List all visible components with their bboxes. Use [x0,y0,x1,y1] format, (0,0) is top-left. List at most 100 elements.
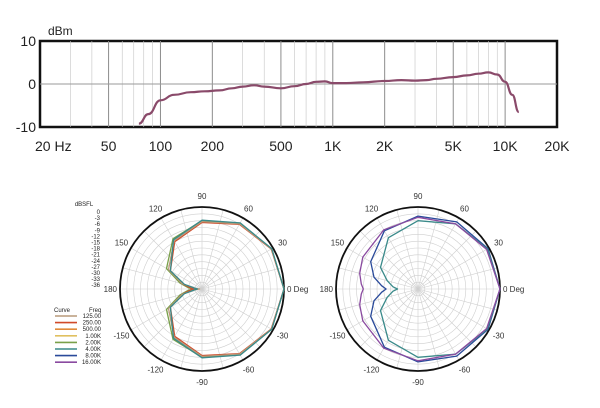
polar-spoke [396,288,419,369]
angle-label: -90 [412,378,424,387]
polar-spoke [160,217,203,290]
x-tick-label: 20 Hz [35,138,72,154]
db-tick-labels: 0-3-6-9-12-15-18-21-24-27-30-33-36 [91,210,100,289]
legend-freq-label: 8.00K [85,354,101,360]
legend-entries: 125.00250.00500.001.00K2.00K4.00K8.00K16… [55,314,102,366]
polar-series-curve [169,219,285,359]
db-tick-label: -3 [95,216,101,222]
polar-spoke [417,288,498,311]
x-tick-label: 50 [101,138,117,154]
polar-spoke [338,288,419,311]
db-scale: dBSFL 0-3-6-9-12-15-18-21-24-27-30-33-36 [75,202,101,289]
polar-spoke [201,247,274,290]
db-tick-label: -15 [91,241,100,247]
polar-spoke [143,230,203,290]
polar-chart-right: 90 60 30 0 Deg -30 -60 -90 -120 -150 180 150 120 [320,192,525,387]
polar-series-curve [379,220,501,358]
y-axis-label: dBm [48,24,73,38]
polar-spoke [417,288,490,331]
db-tick-label: -9 [95,228,101,234]
polar-spoke [201,230,261,290]
angle-label: 30 [494,239,503,248]
angle-label: 180 [320,285,334,294]
legend-curve-header: Curve [54,308,71,314]
db-tick-label: -21 [91,253,100,259]
polar-series-curve [167,220,285,358]
db-tick-label: -6 [95,222,101,228]
polar-spoke [201,288,274,331]
polar-chart-left: 90 60 30 0 Deg -30 -60 -90 -120 -150 180 150 120 [104,192,309,387]
legend-freq-label: 16.00K [82,360,101,366]
frequency-response-chart: dBm 100-10 20 Hz 50 100 200 500 1K 2K 5K 10K 20K [16,24,570,154]
db-tick-label: -27 [91,265,100,271]
polar-spoke [201,288,261,348]
y-tick-label: 10 [20,33,36,49]
legend-freq-label: 500.00 [83,327,102,333]
polar-spoke [417,209,440,290]
polar-spoke [201,288,244,361]
polar-series-curve [370,215,501,363]
db-tick-label: -33 [91,277,100,283]
y-tick-label: -10 [16,119,36,135]
polar-spoke [180,209,203,290]
angle-label: -150 [113,332,130,341]
polar-spoke [417,288,477,348]
angle-label: -30 [277,332,289,341]
db-scale-title: dBSFL [75,202,94,208]
x-tick-label: 5K [445,138,463,154]
polar-spoke [376,217,419,290]
polar-spoke [338,267,419,290]
angle-label: 90 [414,192,423,201]
polar-spoke [201,217,244,290]
angle-label: 150 [115,239,129,248]
polar-spoke [359,230,419,290]
db-tick-label: -18 [91,247,100,253]
y-tick-label: 0 [28,76,36,92]
y-tick-labels: 10 0 -10 [16,33,36,135]
response-curve [138,71,520,125]
polar-spoke [417,288,460,361]
legend-freq-label: 2.00K [85,340,101,346]
angle-label: 30 [278,239,287,248]
x-tick-label: 20K [545,138,571,154]
angle-label: 0 Deg [287,285,308,294]
polar-spoke [143,288,203,348]
angle-label: 120 [365,204,379,213]
polar-series-curve [359,216,501,362]
polar-spoke [396,209,419,290]
angle-label: -30 [493,332,505,341]
angle-label: 120 [149,204,163,213]
angle-label: 60 [460,204,469,213]
polar-spoke [201,267,282,290]
db-tick-label: -12 [91,234,100,240]
db-tick-label: -36 [91,283,100,289]
legend-freq-label: 1.00K [85,334,101,340]
angle-label: -90 [196,378,208,387]
db-tick-label: 0 [97,210,101,216]
angle-label: -120 [147,366,164,375]
polar-spoke [346,247,419,290]
polar-spoke [417,217,460,290]
legend-freq-label: 125.00 [83,314,102,320]
angle-label: 60 [244,204,253,213]
angle-label: -60 [459,366,471,375]
angle-label: -60 [243,366,255,375]
polar-spoke [417,288,440,369]
legend-freq-label: 250.00 [83,321,102,327]
db-tick-label: -30 [91,271,100,277]
series-line [138,71,520,125]
angle-label: 150 [331,239,345,248]
x-tick-label: 2K [376,138,394,154]
polar-spoke [417,247,490,290]
x-tick-label: 500 [269,138,293,154]
x-tick-label: 100 [149,138,173,154]
x-tick-labels: 20 Hz 50 100 200 500 1K 2K 5K 10K 20K [35,138,570,154]
polar-spoke [201,288,282,311]
x-tick-label: 10K [493,138,519,154]
polar-spoke [359,288,419,348]
angle-label: 0 Deg [503,285,524,294]
x-tick-label: 200 [201,138,225,154]
polar-spoke [346,288,419,331]
